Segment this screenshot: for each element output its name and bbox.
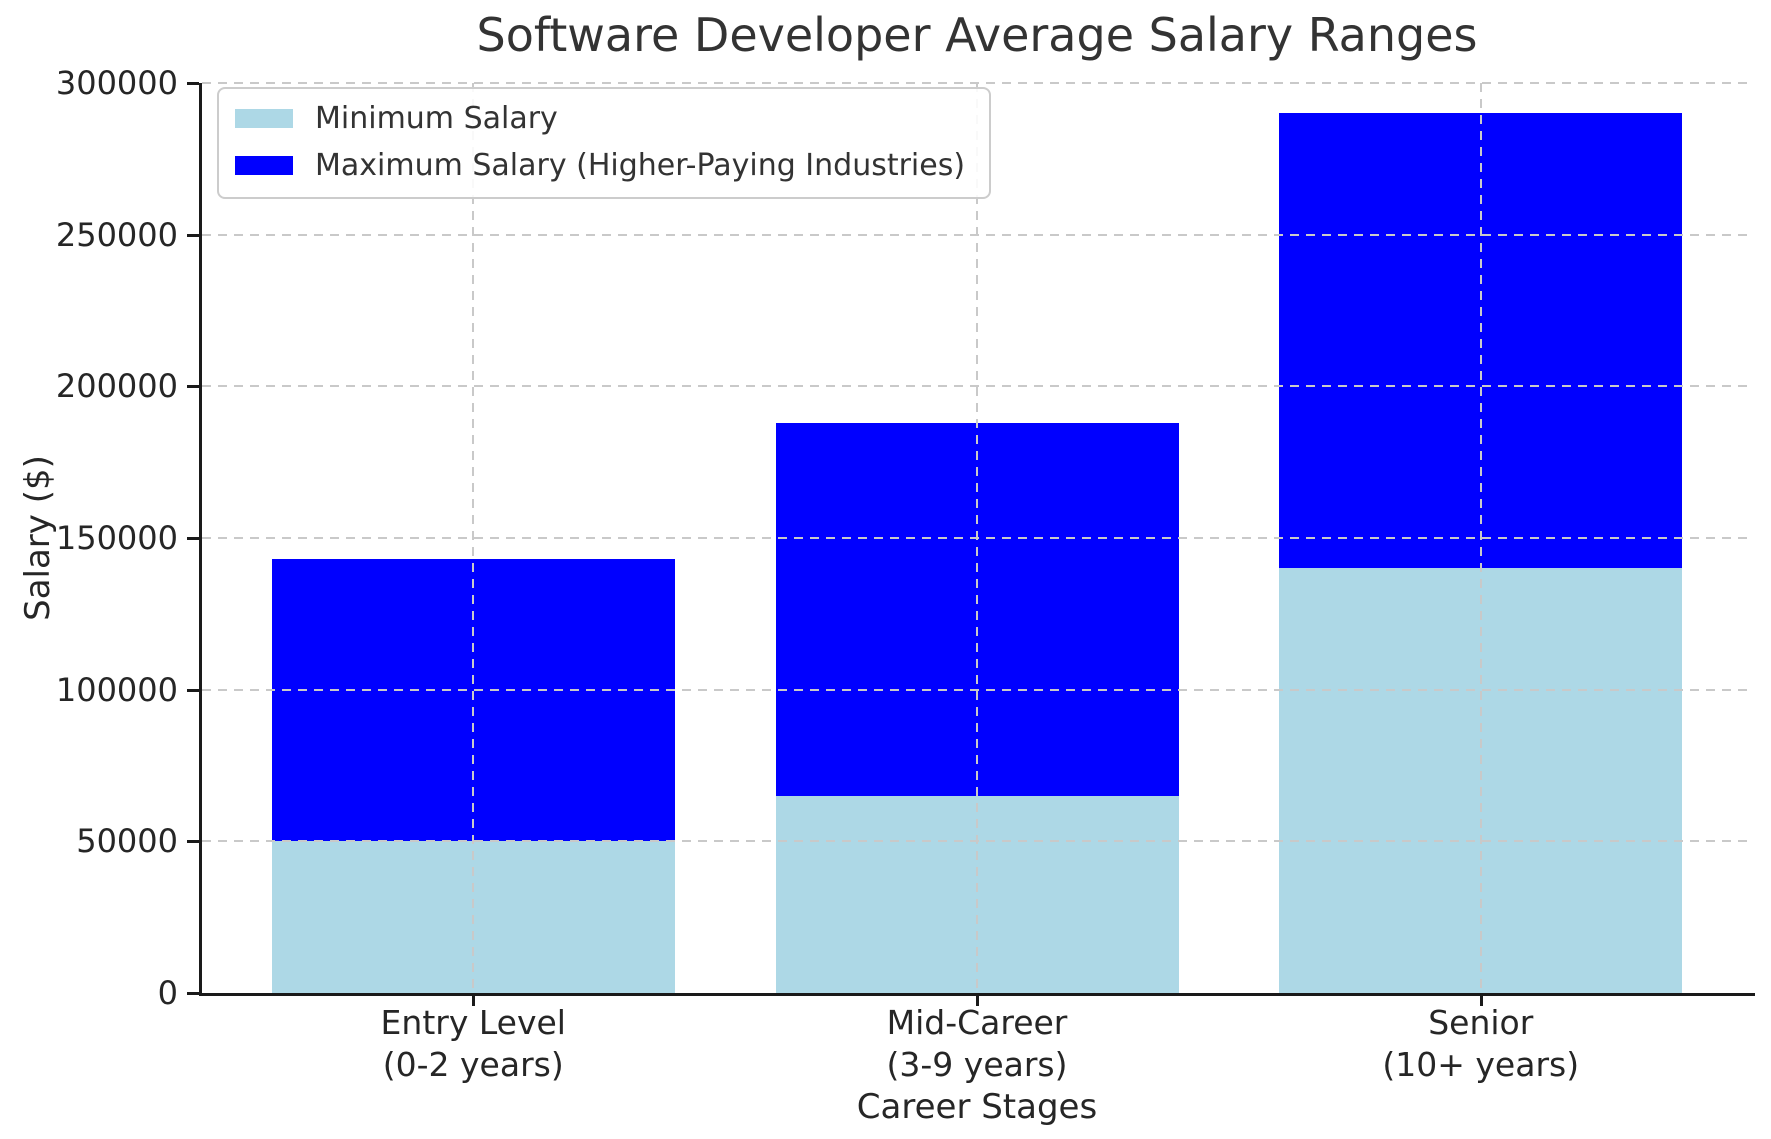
y-tick-mark bbox=[187, 840, 199, 844]
x-tick-mark bbox=[976, 996, 979, 1006]
grid-layer bbox=[202, 82, 1752, 993]
y-tick-mark bbox=[187, 233, 199, 237]
gridline-v bbox=[976, 83, 978, 993]
x-tick-label-line: (10+ years) bbox=[1382, 1045, 1580, 1084]
legend-item: Maximum Salary (Higher-Paying Industries… bbox=[235, 148, 965, 183]
y-tick-label: 300000 bbox=[55, 64, 178, 102]
y-axis-spine bbox=[199, 83, 202, 996]
y-tick-label: 250000 bbox=[55, 215, 178, 254]
y-tick-label: 200000 bbox=[55, 367, 178, 406]
y-tick-mark bbox=[187, 82, 199, 85]
x-tick-label-line: Mid-Career bbox=[886, 1003, 1068, 1042]
x-axis-spine bbox=[199, 993, 1755, 996]
legend-color-swatch bbox=[235, 156, 293, 175]
y-tick-label: 150000 bbox=[55, 519, 178, 557]
legend: Minimum Salary Maximum Salary (Higher-Pay… bbox=[217, 87, 992, 199]
y-tick-label: 100000 bbox=[55, 670, 178, 709]
x-tick-mark bbox=[472, 996, 476, 1006]
x-tick-label: Senior (10+ years) bbox=[1382, 1002, 1579, 1086]
legend-item: Minimum Salary bbox=[235, 101, 965, 136]
gridline-v bbox=[472, 83, 475, 993]
y-tick-mark bbox=[187, 688, 199, 692]
x-axis-title: Career Stages bbox=[856, 1087, 1098, 1127]
x-tick-mark bbox=[1479, 996, 1483, 1006]
chart-title: Software Developer Average Salary Ranges bbox=[476, 8, 1478, 62]
x-tick-label-line: Senior bbox=[1428, 1003, 1534, 1042]
y-tick-mark bbox=[187, 385, 199, 389]
x-tick-label-line: (3-9 years) bbox=[886, 1045, 1068, 1084]
x-tick-label-line: Entry Level bbox=[380, 1003, 566, 1042]
y-tick-label: 50000 bbox=[76, 822, 178, 861]
legend-color-swatch bbox=[235, 109, 293, 128]
y-tick-label: 0 bbox=[157, 974, 178, 1012]
legend-label: Minimum Salary bbox=[315, 101, 558, 136]
x-tick-label: Entry Level (0-2 years) bbox=[381, 1002, 566, 1086]
gridline-v bbox=[1479, 83, 1482, 993]
x-tick-label: Mid-Career (3-9 years) bbox=[887, 1002, 1068, 1086]
x-tick-label-line: (0-2 years) bbox=[382, 1045, 564, 1084]
plot-area: Minimum Salary Maximum Salary (Higher-Pay… bbox=[202, 82, 1752, 993]
y-tick-mark bbox=[187, 992, 199, 995]
legend-label: Maximum Salary (Higher-Paying Industries… bbox=[315, 148, 966, 183]
y-tick-mark bbox=[187, 537, 199, 540]
